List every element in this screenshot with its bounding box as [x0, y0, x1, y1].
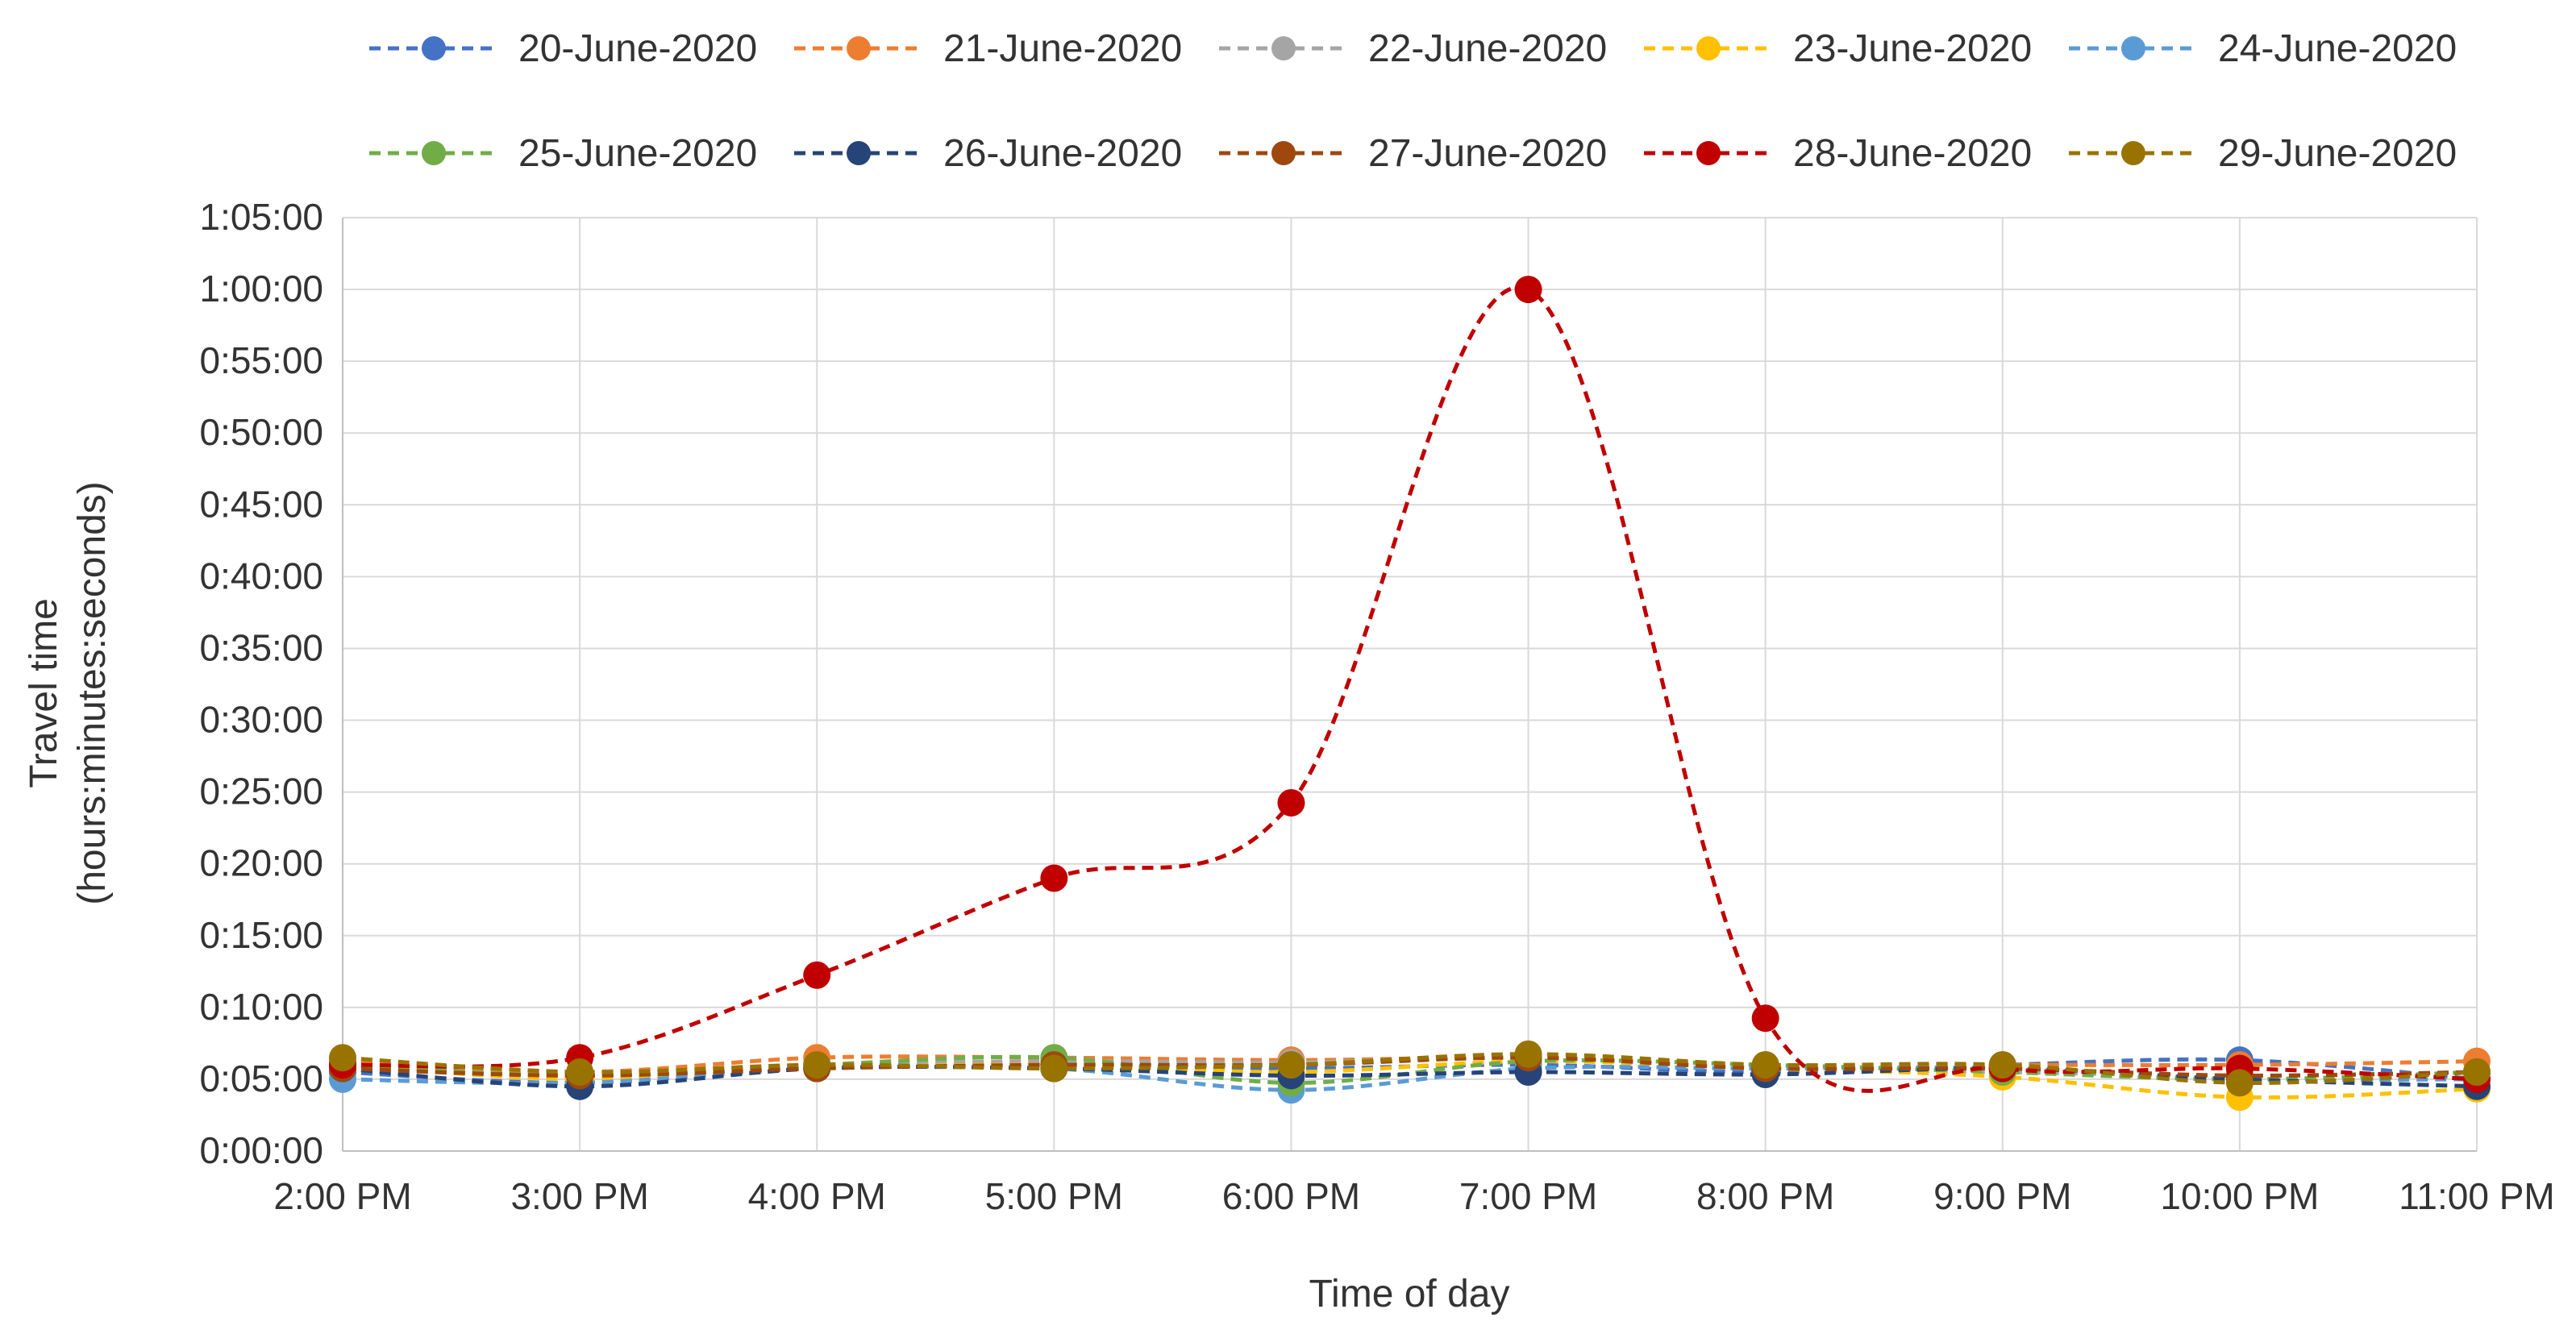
- series-lines: [329, 276, 2491, 1112]
- legend-label: 21-June-2020: [943, 27, 1182, 70]
- legend-entry: 20-June-2020: [369, 27, 757, 70]
- y-axis-title: Travel time (hours:minutes:seconds): [23, 481, 114, 905]
- series-line: [342, 1064, 2478, 1089]
- y-tick-label: 1:05:00: [200, 196, 323, 238]
- data-point: [329, 1044, 356, 1072]
- y-axis-title-line-1: Travel time: [23, 598, 65, 788]
- y-tick-label: 0:05:00: [200, 1058, 323, 1099]
- legend-entry: 24-June-2020: [2069, 27, 2457, 70]
- data-point: [2225, 1069, 2253, 1097]
- legend: 20-June-2020 21-June-2020 22-June-2020 23-J…: [369, 27, 2457, 175]
- y-tick-label: 0:50:00: [200, 411, 323, 453]
- legend-entry: 26-June-2020: [794, 132, 1182, 175]
- legend-marker: [847, 36, 871, 60]
- legend-label: 20-June-2020: [518, 27, 757, 70]
- y-tick-label: 0:10:00: [200, 986, 323, 1028]
- legend-marker: [422, 141, 446, 165]
- data-point: [1277, 1051, 1305, 1079]
- legend-label: 23-June-2020: [1793, 27, 2032, 70]
- y-tick-label: 0:15:00: [200, 914, 323, 956]
- legend-label: 26-June-2020: [943, 132, 1182, 175]
- legend-label: 24-June-2020: [2218, 27, 2457, 70]
- legend-entry: 25-June-2020: [369, 132, 757, 175]
- legend-marker: [1271, 141, 1296, 165]
- data-point: [1751, 1004, 1779, 1033]
- legend-entry: 27-June-2020: [1219, 132, 1607, 175]
- axes: 0:00:00 0:05:00 0:10:00 0:15:00 0:20:00 0:25:…: [200, 196, 2555, 1217]
- data-point: [1751, 1051, 1779, 1079]
- y-tick-label: 0:30:00: [200, 699, 323, 741]
- x-tick-label: 8:00 PM: [1696, 1175, 1834, 1217]
- legend-entry: 22-June-2020: [1219, 27, 1607, 70]
- data-point: [1040, 864, 1068, 892]
- legend-marker: [2121, 36, 2145, 60]
- x-tick-label: 5:00 PM: [985, 1175, 1123, 1217]
- legend-marker: [2121, 141, 2145, 165]
- data-point: [566, 1058, 594, 1087]
- y-tick-label: 1:00:00: [200, 268, 323, 310]
- series-line: [342, 285, 2478, 1093]
- series-line: [342, 1052, 2478, 1086]
- y-tick-label: 0:25:00: [200, 771, 323, 812]
- y-tick-label: 0:55:00: [200, 339, 323, 381]
- series-29-june-2020: [329, 1040, 2491, 1097]
- data-point: [1514, 276, 1542, 304]
- legend-label: 25-June-2020: [518, 132, 757, 175]
- y-tick-label: 0:20:00: [200, 842, 323, 884]
- y-axis-title-line-2: (hours:minutes:seconds): [71, 481, 114, 905]
- y-tick-label: 0:40:00: [200, 555, 323, 596]
- x-tick-label: 2:00 PM: [273, 1175, 411, 1217]
- legend-label: 29-June-2020: [2218, 132, 2457, 175]
- legend-entry: 29-June-2020: [2069, 132, 2457, 175]
- legend-entry: 23-June-2020: [1644, 27, 2032, 70]
- legend-entry: 28-June-2020: [1644, 132, 2032, 175]
- series-28-june-2020: [329, 276, 2491, 1093]
- x-tick-label: 7:00 PM: [1459, 1175, 1597, 1217]
- legend-label: 27-June-2020: [1368, 132, 1607, 175]
- data-point: [803, 1051, 831, 1079]
- y-tick-label: 0:45:00: [200, 483, 323, 525]
- y-tick-label: 0:35:00: [200, 626, 323, 668]
- x-tick-label: 6:00 PM: [1222, 1175, 1360, 1217]
- legend-marker: [1271, 36, 1296, 60]
- x-axis-title: Time of day: [1309, 1273, 1510, 1315]
- data-point: [803, 961, 831, 989]
- legend-entry: 21-June-2020: [794, 27, 1182, 70]
- data-point: [1514, 1040, 1542, 1068]
- legend-marker: [1696, 36, 1721, 60]
- x-tick-label: 4:00 PM: [748, 1175, 886, 1217]
- data-point: [2463, 1058, 2491, 1087]
- gridlines: [342, 217, 2478, 1152]
- data-point: [1040, 1054, 1068, 1083]
- legend-marker: [847, 141, 871, 165]
- y-tick-label: 0:00:00: [200, 1129, 323, 1171]
- x-tick-label: 10:00 PM: [2160, 1175, 2319, 1217]
- data-point: [1277, 788, 1305, 817]
- legend-label: 28-June-2020: [1793, 132, 2032, 175]
- data-point: [1988, 1051, 2016, 1079]
- x-tick-label: 11:00 PM: [2399, 1175, 2554, 1217]
- x-tick-label: 9:00 PM: [1933, 1175, 2071, 1217]
- legend-label: 22-June-2020: [1368, 27, 1607, 70]
- x-tick-label: 3:00 PM: [510, 1175, 648, 1217]
- legend-marker: [1696, 141, 1721, 165]
- legend-marker: [422, 36, 446, 60]
- series-20-june-2020: [329, 1046, 2491, 1097]
- series-line: [342, 1055, 2478, 1078]
